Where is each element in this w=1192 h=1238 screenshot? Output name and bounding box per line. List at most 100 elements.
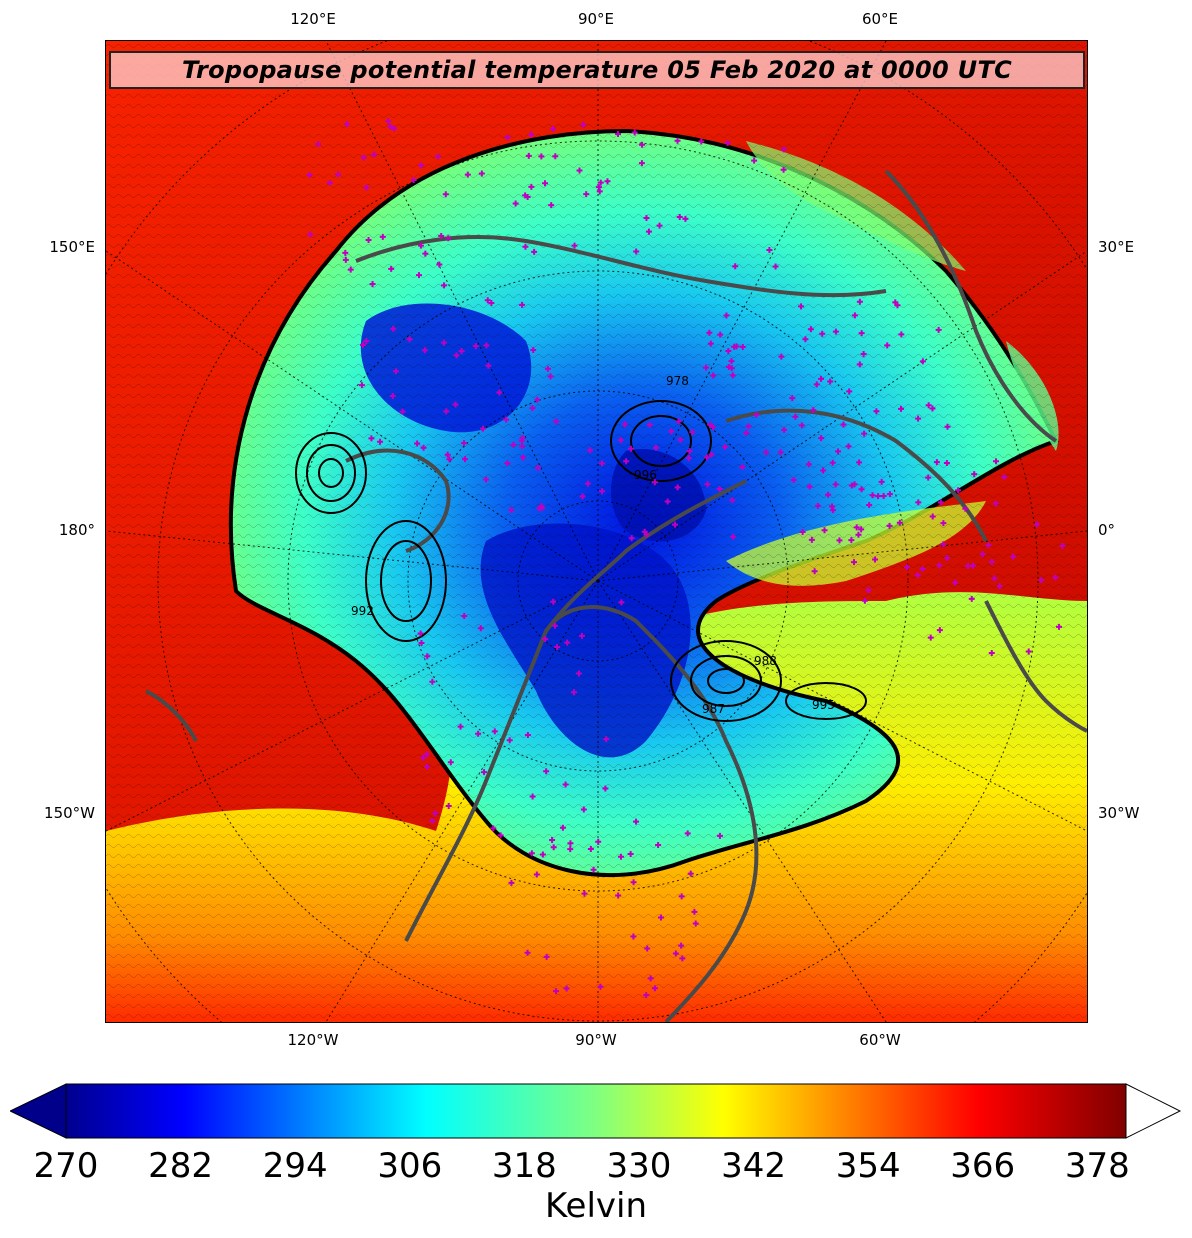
station-marker	[603, 736, 610, 743]
colorbar-tick-label: 282	[148, 1146, 214, 1186]
station-marker	[424, 653, 431, 660]
station-marker	[522, 192, 529, 199]
station-marker	[856, 361, 863, 368]
station-marker	[689, 429, 696, 436]
station-marker	[550, 598, 557, 605]
station-marker	[829, 459, 836, 466]
station-marker	[858, 526, 865, 533]
station-marker	[728, 358, 735, 365]
station-marker	[472, 343, 479, 350]
station-marker	[538, 503, 545, 510]
station-marker	[940, 541, 947, 548]
station-marker	[440, 339, 447, 346]
station-marker	[481, 769, 488, 776]
station-marker	[866, 502, 873, 509]
station-marker	[458, 348, 465, 355]
station-marker	[643, 215, 650, 222]
station-marker	[306, 171, 313, 178]
station-marker	[567, 840, 574, 847]
station-marker	[927, 634, 934, 641]
station-marker	[442, 191, 449, 198]
station-marker	[477, 625, 484, 632]
station-marker	[483, 342, 490, 349]
station-marker	[675, 418, 682, 425]
station-marker	[798, 422, 805, 429]
station-marker	[745, 423, 752, 430]
station-marker	[549, 836, 556, 843]
station-marker	[550, 125, 557, 132]
station-marker	[504, 460, 511, 467]
right-tick-label: 30°W	[1098, 804, 1140, 822]
station-marker	[807, 326, 814, 333]
station-marker	[855, 531, 862, 538]
contour-label: 995	[812, 698, 835, 712]
station-marker	[780, 146, 787, 153]
station-marker	[584, 480, 591, 487]
colorbar-tick-label: 318	[491, 1146, 557, 1186]
station-marker	[547, 373, 554, 380]
station-marker	[447, 759, 454, 766]
station-marker	[944, 423, 951, 430]
station-marker	[528, 131, 535, 138]
station-marker	[818, 375, 825, 382]
colorbar-gradient	[65, 1083, 1127, 1139]
station-marker	[936, 627, 943, 634]
station-marker	[723, 312, 730, 319]
station-marker	[538, 153, 545, 160]
station-marker	[644, 945, 651, 952]
station-marker	[444, 451, 451, 458]
station-marker	[896, 519, 903, 526]
station-marker	[508, 879, 515, 886]
station-marker	[485, 362, 492, 369]
station-marker	[576, 167, 583, 174]
station-marker	[810, 407, 817, 414]
station-marker	[772, 263, 779, 270]
station-marker	[597, 983, 604, 990]
station-marker	[992, 458, 999, 465]
contour-overlay	[106, 41, 1087, 1022]
station-marker	[933, 459, 940, 466]
station-marker	[806, 483, 813, 490]
station-marker	[525, 152, 532, 159]
station-marker	[672, 950, 679, 957]
station-marker	[491, 728, 498, 735]
station-marker	[630, 879, 637, 886]
station-marker	[564, 639, 571, 646]
station-marker	[703, 364, 710, 371]
station-marker	[937, 499, 944, 506]
station-marker	[944, 555, 951, 562]
station-marker	[886, 491, 893, 498]
station-marker	[604, 178, 611, 185]
station-marker	[548, 202, 555, 209]
station-marker	[563, 985, 570, 992]
station-marker	[915, 499, 922, 506]
station-marker	[519, 301, 526, 308]
station-marker	[522, 243, 529, 250]
station-marker	[478, 170, 485, 177]
station-marker	[630, 933, 637, 940]
station-marker	[415, 272, 422, 279]
station-marker	[417, 630, 424, 637]
station-marker	[820, 467, 827, 474]
station-marker	[875, 493, 882, 500]
station-marker	[686, 448, 693, 455]
station-marker	[452, 401, 459, 408]
station-marker	[710, 372, 717, 379]
station-marker	[633, 248, 640, 255]
station-marker	[811, 568, 818, 575]
pressure-contour-labels: 978 996 992 987 988 995	[351, 374, 835, 716]
colorbar-tick-label: 294	[262, 1146, 328, 1186]
map-title-box: Tropopause potential temperature 05 Feb …	[109, 51, 1085, 89]
station-marker	[647, 975, 654, 982]
station-marker	[347, 266, 354, 273]
station-marker	[687, 870, 694, 877]
station-marker	[777, 449, 784, 456]
left-tick-label: 150°W	[44, 804, 95, 822]
station-marker	[858, 486, 865, 493]
map-title: Tropopause potential temperature 05 Feb …	[181, 56, 1013, 84]
station-marker	[483, 476, 490, 483]
station-marker	[379, 233, 386, 240]
station-marker	[971, 471, 978, 478]
station-marker	[781, 426, 788, 433]
station-marker	[819, 330, 826, 337]
